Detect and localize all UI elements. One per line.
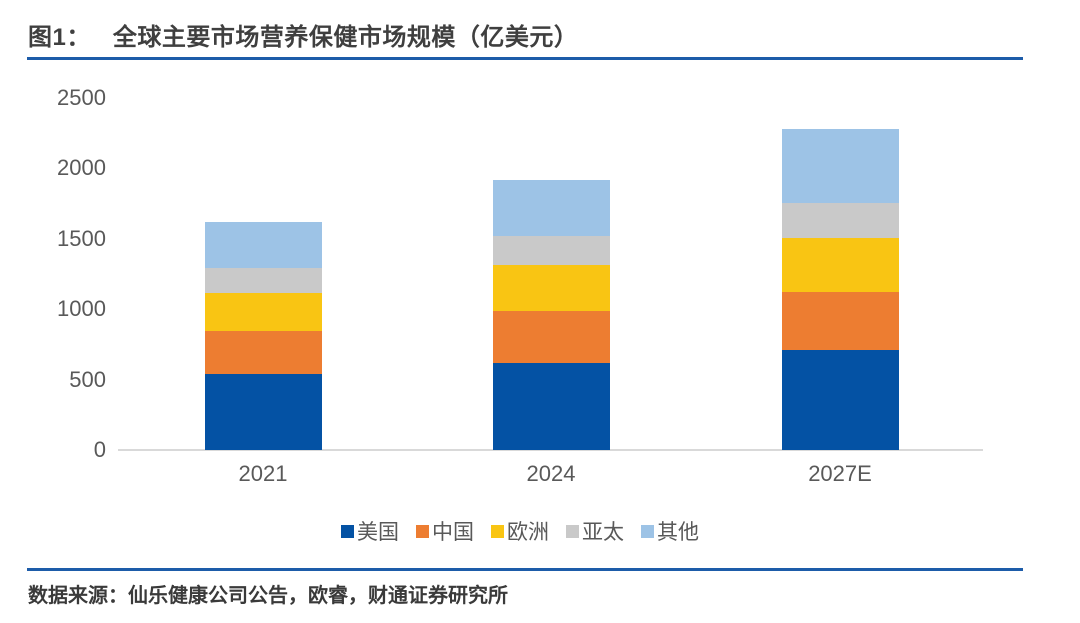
legend-item-亚太: 亚太: [566, 516, 624, 546]
legend-label: 亚太: [582, 521, 624, 544]
bar-segment-中国: [492, 310, 610, 363]
footer-rule: [27, 568, 1023, 571]
legend-label: 其他: [657, 521, 699, 544]
legend-item-美国: 美国: [341, 516, 399, 546]
bar-segment-欧洲: [492, 265, 610, 311]
legend-item-其他: 其他: [641, 516, 699, 546]
bar-segment-美国: [781, 349, 899, 450]
y-axis-tick-label: 1000: [57, 296, 106, 322]
bar-segment-中国: [204, 330, 322, 374]
legend-marker: [641, 524, 654, 538]
bar-2024: [492, 179, 610, 450]
bar-segment-其他: [204, 221, 322, 268]
bar-2027E: [781, 129, 899, 450]
bar-segment-美国: [492, 362, 610, 450]
legend-marker: [416, 524, 429, 538]
y-axis-tick-label: 2000: [57, 155, 106, 181]
y-axis-tick-label: 1500: [57, 225, 106, 251]
bar-segment-中国: [781, 291, 899, 350]
bar-segment-欧洲: [204, 292, 322, 331]
legend-marker: [491, 524, 504, 538]
title-rule: [27, 57, 1023, 60]
bar-segment-亚太: [781, 202, 899, 238]
y-axis-tick-label: 0: [93, 437, 106, 462]
x-axis-label: 2024: [526, 461, 576, 486]
legend-label: 美国: [357, 521, 399, 544]
x-axis-label: 2021: [238, 461, 288, 486]
x-axis-label: 2027E: [808, 461, 872, 486]
figure-number-label: 图1：: [28, 24, 91, 51]
bar-segment-亚太: [492, 235, 610, 266]
legend-marker: [566, 524, 579, 538]
bar-segment-其他: [492, 179, 610, 236]
legend-marker: [341, 524, 354, 538]
figure-title: 图1： 全球主要市场营养保健市场规模（亿美元）: [28, 17, 578, 52]
bar-segment-美国: [204, 373, 322, 450]
bar-2021: [204, 221, 322, 450]
bar-segment-亚太: [204, 267, 322, 293]
legend-item-中国: 中国: [416, 516, 474, 546]
legend-label: 欧洲: [507, 521, 549, 544]
figure-title-text: 全球主要市场营养保健市场规模（亿美元）: [112, 24, 579, 51]
source-note: 数据来源：仙乐健康公司公告，欧睿，财通证券研究所: [28, 585, 508, 607]
legend-item-欧洲: 欧洲: [491, 516, 549, 546]
legend-label: 中国: [432, 521, 474, 544]
x-axis-line: [118, 449, 983, 451]
chart-legend: 美国 中国 欧洲 亚太 其他: [341, 516, 699, 546]
y-axis-tick-label: 2500: [57, 84, 106, 110]
y-axis-tick-label: 500: [69, 366, 106, 392]
bar-segment-其他: [781, 129, 899, 203]
bar-segment-欧洲: [781, 237, 899, 292]
